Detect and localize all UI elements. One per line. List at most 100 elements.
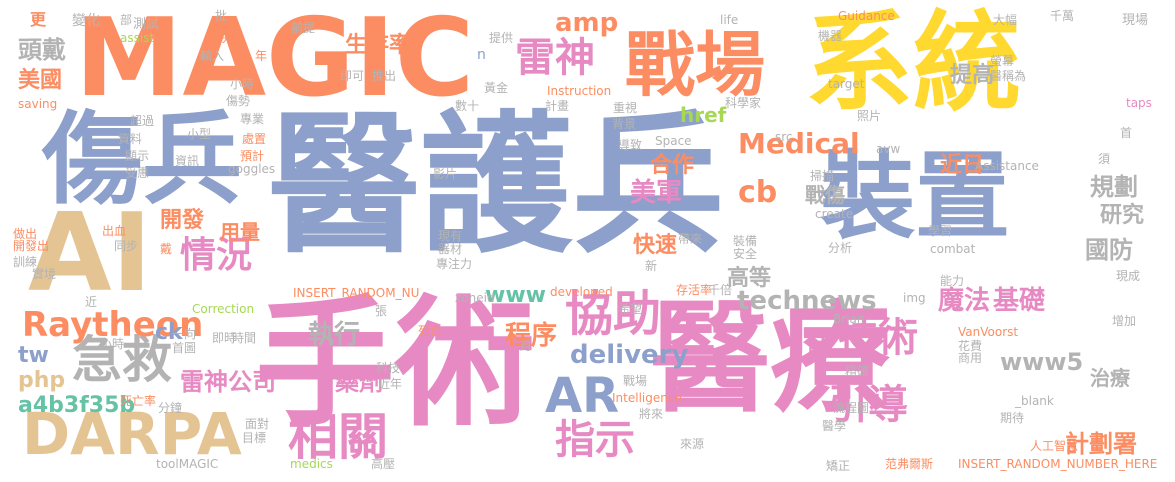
cloud-word: 商用 (958, 352, 982, 364)
cloud-word: cb (738, 178, 777, 208)
cloud-word: assist (120, 32, 154, 44)
cloud-word: goggles (228, 163, 275, 175)
cloud-word: src (775, 131, 793, 143)
cloud-word: 時間 (232, 332, 256, 344)
cloud-word: 首圖 (172, 342, 196, 354)
cloud-word: medics (290, 458, 333, 470)
cloud-word: 面對 (245, 418, 269, 430)
cloud-word: 科學家 (725, 97, 761, 109)
cloud-word: Instruction (547, 85, 611, 97)
cloud-word: _blank (1015, 395, 1054, 407)
cloud-word: 目標 (242, 432, 266, 444)
cloud-word: 裝備 (733, 235, 757, 247)
cloud-word: 小時 (100, 338, 124, 350)
cloud-word: 科技 (376, 362, 400, 374)
cloud-word: 月 (520, 340, 532, 352)
cloud-word: 張 (375, 305, 387, 317)
cloud-word: 生存率 (345, 35, 411, 57)
cloud-word: 出血 (102, 225, 126, 237)
cloud-word: 變化 (72, 14, 100, 28)
cloud-word: 首 (1120, 127, 1132, 139)
cloud-word: href (680, 105, 726, 125)
cloud-word: 千倍 (708, 284, 732, 296)
cloud-word: AR (545, 372, 619, 420)
cloud-word: www5 (1000, 350, 1083, 374)
cloud-word: 醫稱為 (990, 70, 1026, 82)
cloud-word: amp (555, 10, 618, 36)
cloud-word: a4b3f35b (18, 395, 135, 417)
cloud-word: target (828, 78, 865, 90)
cloud-word: 開發 (160, 210, 204, 232)
cloud-word: 數十 (455, 100, 479, 112)
cloud-word: avw (876, 143, 900, 155)
cloud-word: 戴 (160, 243, 172, 255)
cloud-word: 頭戴 (18, 38, 66, 62)
cloud-word: 來源 (680, 438, 704, 450)
cloud-word: Space (655, 135, 692, 147)
cloud-word: 資訊 (175, 155, 199, 167)
cloud-word: 雷神 (515, 38, 595, 78)
cloud-word: taps (1126, 97, 1152, 109)
cloud-word: INSERT_RANDOM_NU (293, 287, 419, 299)
cloud-word: tw (18, 345, 49, 367)
cloud-word: 批 (215, 10, 227, 22)
cloud-word: 能力 (940, 275, 964, 287)
cloud-word: 資料 (118, 133, 142, 145)
cloud-word: 范弗爾斯 (885, 458, 933, 470)
cloud-word: 推出 (372, 70, 396, 82)
cloud-word: 預計 (240, 150, 264, 162)
cloud-word: 指示 (555, 420, 635, 460)
cloud-word: 受惠 (125, 167, 149, 179)
cloud-word: 黃金 (484, 82, 508, 94)
cloud-word: 高壓 (371, 458, 395, 470)
cloud-word: 螢幕 (990, 55, 1014, 67)
cloud-word: 戰場 (625, 30, 765, 100)
cloud-word: 人工智慧 (1030, 440, 1078, 452)
cloud-word: 相關 (288, 412, 388, 462)
cloud-word: 傷勢 (226, 95, 250, 107)
cloud-word: 矯正 (826, 460, 850, 472)
cloud-word: 更 (30, 12, 46, 28)
cloud-word: 機器 (818, 30, 842, 42)
cloud-word: 快速 (633, 235, 677, 257)
cloud-word: php (18, 370, 65, 392)
cloud-word: 部 (120, 14, 132, 26)
cloud-word: 分鐘 (158, 402, 182, 414)
cloud-word: 時 (808, 340, 830, 362)
cloud-word: 影片 (433, 168, 457, 180)
cloud-word: 新 (645, 260, 657, 272)
cloud-word: Medical (738, 130, 860, 158)
cloud-word: 近 (85, 296, 97, 308)
cloud-word: 輸入 (200, 50, 224, 62)
cloud-word: 小型 (187, 128, 211, 140)
cloud-word: 現有 (438, 230, 462, 242)
cloud-word: 須 (1098, 153, 1110, 165)
cloud-word: 導致 (618, 139, 642, 151)
cloud-word: technews (737, 288, 877, 314)
cloud-word: 安全 (733, 248, 757, 260)
cloud-word: toolMAGIC (156, 458, 218, 470)
cloud-word: 國防 (1085, 238, 1133, 262)
cloud-word: delivery (570, 342, 688, 368)
cloud-word: 同步 (114, 240, 138, 252)
cloud-word: 執行 (308, 322, 360, 348)
cloud-word: Correction (192, 303, 254, 315)
cloud-word: 提供 (489, 32, 513, 44)
cloud-word: 計畫 (545, 100, 569, 112)
cloud-word: 小時 (230, 78, 254, 90)
cloud-word: 千萬 (1050, 10, 1074, 22)
cloud-word: Assistance (975, 160, 1039, 172)
cloud-word: 大幅 (993, 14, 1017, 26)
cloud-word: 器材 (438, 243, 462, 255)
cloud-word: INSERT_RANDOM_NUMBER_HERE (958, 458, 1157, 470)
cloud-word: 用量 (220, 222, 260, 242)
cloud-word: 雷神公司 (180, 370, 276, 394)
cloud-word: 將來 (639, 408, 663, 420)
cloud-word: 超過 (130, 115, 154, 127)
cloud-word: 實境 (32, 268, 56, 280)
cloud-word: combat (930, 243, 975, 255)
cloud-word: 重視 (613, 102, 637, 114)
cloud-word: AI (28, 200, 152, 308)
cloud-word: VanVoorst (958, 326, 1018, 338)
